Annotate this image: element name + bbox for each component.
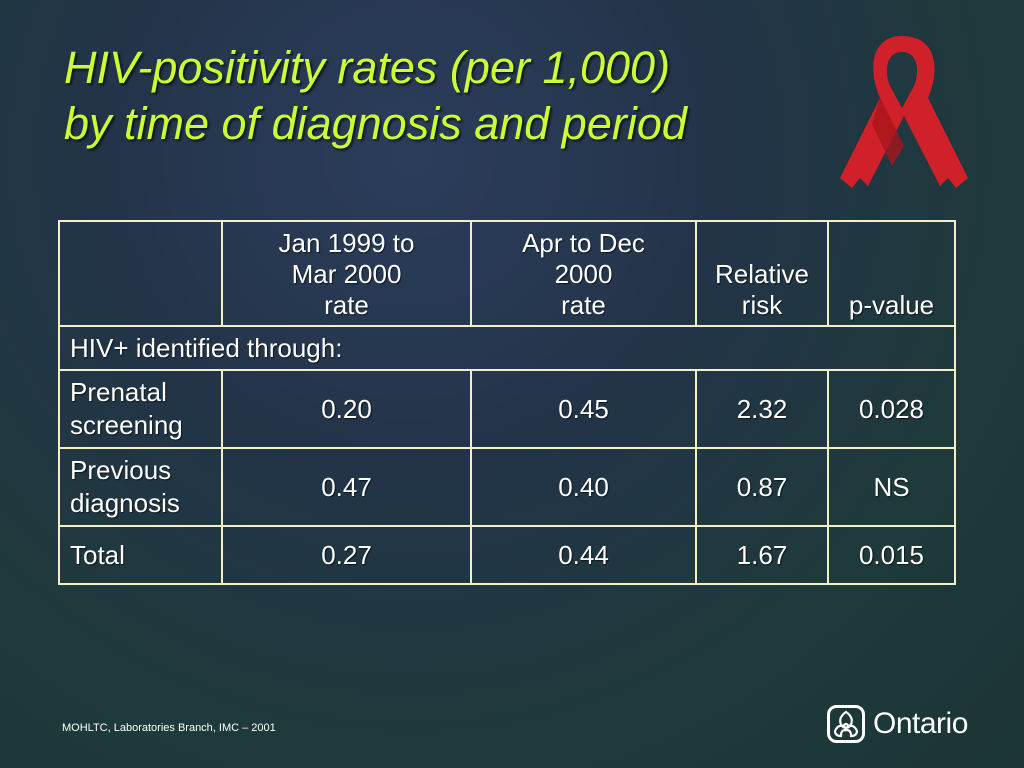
section-label: HIV+ identified through: [58,325,956,371]
cell-value: NS [827,447,956,527]
cell-value: 0.27 [221,525,472,585]
cell-value: 0.45 [470,369,697,449]
row-label: Prenatal screening [58,369,223,449]
rates-table: Jan 1999 to Mar 2000 rate Apr to Dec 200… [58,220,956,585]
header-cell-period2: Apr to Dec 2000 rate [470,220,697,327]
header-cell-relative-risk: Relative risk [695,220,829,327]
red-ribbon-icon [840,36,968,188]
cell-value: 0.47 [221,447,472,527]
cell-value: 0.028 [827,369,956,449]
section-row: HIV+ identified through: [58,325,956,371]
ontario-logo: Ontario [827,704,968,744]
table-row: Previous diagnosis 0.47 0.40 0.87 NS [58,447,956,527]
trillium-logo-icon [827,705,865,743]
source-note: MOHLTC, Laboratories Branch, IMC – 2001 [62,722,276,734]
header-cell-p-value: p-value [827,220,956,327]
cell-value: 2.32 [695,369,829,449]
ontario-wordmark: Ontario [873,707,968,740]
cell-value: 0.20 [221,369,472,449]
row-label: Previous diagnosis [58,447,223,527]
cell-value: 0.44 [470,525,697,585]
header-cell-period1: Jan 1999 to Mar 2000 rate [221,220,472,327]
title-line-2: by time of diagnosis and period [64,98,687,149]
cell-value: 0.015 [827,525,956,585]
cell-value: 1.67 [695,525,829,585]
row-label: Total [58,525,223,585]
slide-title: HIV-positivity rates (per 1,000) by time… [64,40,824,152]
table-row: Prenatal screening 0.20 0.45 2.32 0.028 [58,369,956,449]
header-row: Jan 1999 to Mar 2000 rate Apr to Dec 200… [58,220,956,327]
table-row: Total 0.27 0.44 1.67 0.015 [58,525,956,585]
cell-value: 0.87 [695,447,829,527]
cell-value: 0.40 [470,447,697,527]
title-line-1: HIV-positivity rates (per 1,000) [64,42,671,93]
header-cell-empty [58,220,223,327]
